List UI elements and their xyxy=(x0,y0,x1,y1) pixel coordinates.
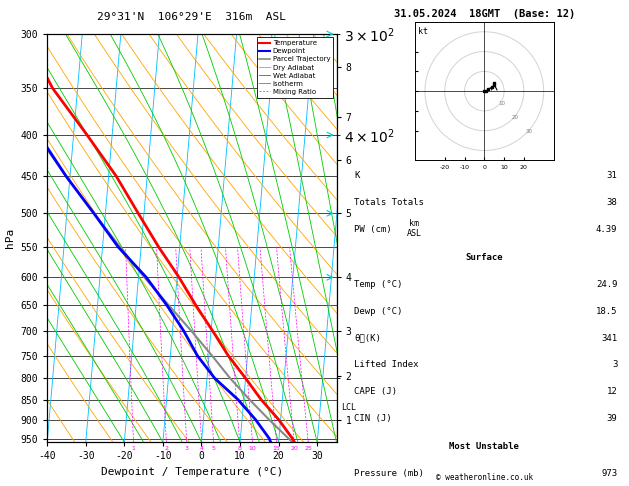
Text: 341: 341 xyxy=(601,333,617,343)
Text: Temp (°C): Temp (°C) xyxy=(354,280,403,289)
Text: K: K xyxy=(354,171,360,180)
Text: 20: 20 xyxy=(512,115,519,120)
Text: 39: 39 xyxy=(606,414,617,423)
Y-axis label: km
ASL: km ASL xyxy=(407,219,422,238)
Text: Most Unstable: Most Unstable xyxy=(449,442,520,451)
Legend: Temperature, Dewpoint, Parcel Trajectory, Dry Adiabat, Wet Adiabat, Isotherm, Mi: Temperature, Dewpoint, Parcel Trajectory… xyxy=(257,37,333,98)
Text: 973: 973 xyxy=(601,469,617,478)
Text: LCL: LCL xyxy=(341,403,355,412)
Text: 24.9: 24.9 xyxy=(596,280,617,289)
Text: 31.05.2024  18GMT  (Base: 12): 31.05.2024 18GMT (Base: 12) xyxy=(394,9,575,19)
Y-axis label: hPa: hPa xyxy=(5,228,15,248)
Text: 8: 8 xyxy=(238,446,242,451)
Text: CAPE (J): CAPE (J) xyxy=(354,387,397,396)
Text: 4: 4 xyxy=(199,446,204,451)
Text: © weatheronline.co.uk: © weatheronline.co.uk xyxy=(436,473,533,482)
Text: 12: 12 xyxy=(606,387,617,396)
Text: 31: 31 xyxy=(606,171,617,180)
Text: 3: 3 xyxy=(185,446,189,451)
Text: 25: 25 xyxy=(304,446,312,451)
Text: 2: 2 xyxy=(164,446,169,451)
Text: 1: 1 xyxy=(131,446,135,451)
Text: 10: 10 xyxy=(248,446,257,451)
Text: 3: 3 xyxy=(612,360,617,369)
Text: 18.5: 18.5 xyxy=(596,307,617,316)
Text: 5: 5 xyxy=(212,446,216,451)
Text: CIN (J): CIN (J) xyxy=(354,414,392,423)
Text: 29°31'N  106°29'E  316m  ASL: 29°31'N 106°29'E 316m ASL xyxy=(97,12,286,22)
Text: Pressure (mb): Pressure (mb) xyxy=(354,469,424,478)
Text: Surface: Surface xyxy=(465,253,503,262)
Text: Lifted Index: Lifted Index xyxy=(354,360,419,369)
X-axis label: Dewpoint / Temperature (°C): Dewpoint / Temperature (°C) xyxy=(101,467,283,477)
Text: 38: 38 xyxy=(606,198,617,207)
Text: kt: kt xyxy=(418,27,428,36)
Text: 30: 30 xyxy=(526,129,533,134)
Text: PW (cm): PW (cm) xyxy=(354,225,392,234)
Text: Dewp (°C): Dewp (°C) xyxy=(354,307,403,316)
Text: 15: 15 xyxy=(273,446,281,451)
Text: Totals Totals: Totals Totals xyxy=(354,198,424,207)
Text: 10: 10 xyxy=(498,101,505,106)
Text: θᴇ(K): θᴇ(K) xyxy=(354,333,381,343)
Text: 4.39: 4.39 xyxy=(596,225,617,234)
Text: 20: 20 xyxy=(291,446,298,451)
